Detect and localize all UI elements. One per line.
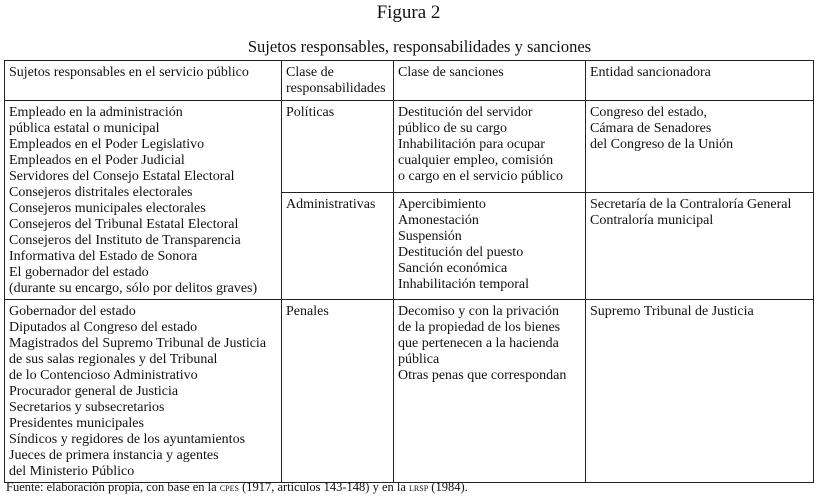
entity-cell: Secretaría de la Contraloría General Cont… [585,191,814,301]
cell-line: Empleado en la administración [9,105,183,120]
cell-line: de sus salas regionales y del Tribunal [9,352,218,367]
cell-line: pública [398,352,440,367]
cell-line: Amonestación [398,212,479,228]
entity-cell: Congreso del estado, Cámara de Senadores d… [585,100,814,193]
cell-line: Síndicos y regidores de los ayuntamiento… [9,432,246,447]
cell-line: Secretaría de la Contraloría General [590,196,792,212]
cell-line: Empleados en el Poder Judicial [9,153,185,168]
cell-line: Consejeros municipales electorales [9,201,206,216]
entity-cell: Supremo Tribunal de Justicia [585,299,814,483]
subjects-cell: Empleado en la administración pública est… [4,100,282,300]
cell-line: Consejeros del Instituto de Transparenci… [9,233,241,248]
cell-line: El gobernador del estado [9,265,149,280]
table-row: Administrativas Apercibimiento Amonestaci… [5,191,814,301]
header-text: Entidad sancionadora [590,65,711,80]
sanctions-cell: Destitución del servidor público de su ca… [393,100,586,193]
type-text: Penales [286,304,329,319]
cell-line: Contraloría municipal [590,212,714,228]
table-row: Empleado en la administración pública est… [4,100,814,300]
source-abbr: LRSP [409,482,429,494]
header-text: Clase de [286,65,334,80]
cell-line: Supremo Tribunal de Justicia [590,304,754,319]
cell-line: Procurador general de Justicia [9,384,179,399]
cell-line: Informativa del Estado de Sonora [9,249,198,264]
cell-line: Consejeros del Tribunal Estatal Electora… [9,217,239,232]
cell-line: Inhabilitación temporal [398,276,530,292]
header-text: Sujetos responsables en el servicio públ… [9,65,249,80]
header-row: Sujetos responsables en el servicio públ… [4,60,814,101]
type-cell: Administrativas [281,191,394,301]
cell-line: del Ministerio Público [9,464,135,479]
cell-line: Sanción económica [398,260,508,276]
cell-line: Presidentes municipales [9,416,144,431]
header-cell: Entidad sancionadora [585,60,814,101]
cell-line: público de su cargo [398,121,507,136]
responsibilities-table: Sujetos responsables en el servicio públ… [4,60,814,483]
cell-line: Magistrados del Supremo Tribunal de Just… [9,336,267,351]
type-cell: Políticas [281,100,394,193]
type-text: Políticas [286,105,335,120]
cell-line: Consejeros distritales electorales [9,185,193,200]
cell-line: Congreso del estado, [590,105,708,120]
cell-line: Suspensión [398,228,462,244]
sanctions-cell: Decomiso y con la privación de la propied… [393,299,586,483]
cell-line: Destitución del puesto [398,244,524,260]
source-text: (1917, artículos 143-148) y en la [242,480,406,494]
cell-line: Secretarios y subsecretarios [9,400,165,415]
header-cell: Clase de responsabilidades [281,60,394,101]
table-title: Sujetos responsables, responsabilidades … [247,37,592,56]
type-text: Administrativas [286,196,376,212]
header-text: responsabilidades [286,81,386,96]
cell-line: Destitución del servidor [398,105,533,120]
cell-line: de la propiedad de los bienes [398,320,561,335]
type-cell: Penales [281,299,394,483]
source-abbr: CPES [219,482,239,494]
figure-label: Figura 2 [376,2,441,23]
header-cell: Clase de sanciones [393,60,586,101]
cell-line: que pertenecen a la hacienda [398,336,559,351]
cell-line: pública estatal o municipal [9,121,160,136]
source-text: (1984). [431,480,468,494]
header-text: Clase de sanciones [398,65,504,80]
cell-line: (durante su encargo, sólo por delitos gr… [9,281,258,296]
header-cell: Sujetos responsables en el servicio públ… [4,60,282,101]
cell-line: Diputados al Congreso del estado [9,320,198,335]
subjects-cell: Gobernador del estado Diputados al Congre… [4,299,282,483]
cell-line: cualquier empleo, comisión [398,153,554,168]
cell-line: Decomiso y con la privación [398,304,559,319]
cell-line: del Congreso de la Unión [590,137,734,152]
table-row: Gobernador del estado Diputados al Congre… [4,299,814,483]
cell-line: Cámara de Senadores [590,121,712,136]
sanctions-cell: Apercibimiento Amonestación Suspensión Dest… [393,191,586,301]
cell-line: Apercibimiento [398,196,486,212]
cell-line: Servidores del Consejo Estatal Electoral [9,169,235,184]
cell-line: de lo Contencioso Administrativo [9,368,198,383]
cell-line: o cargo en el servicio público [398,169,563,184]
source-note: Fuente: elaboración propia, con base en … [6,480,468,495]
cell-line: Gobernador del estado [9,304,136,319]
source-text: Fuente: elaboración propia, con base en … [6,480,217,494]
cell-line: Jueces de primera instancia y agentes [9,448,219,463]
cell-line: Inhabilitación para ocupar [398,137,545,152]
cell-line: Otras penas que correspondan [398,368,567,383]
cell-line: Empleados en el Poder Legislativo [9,137,205,152]
